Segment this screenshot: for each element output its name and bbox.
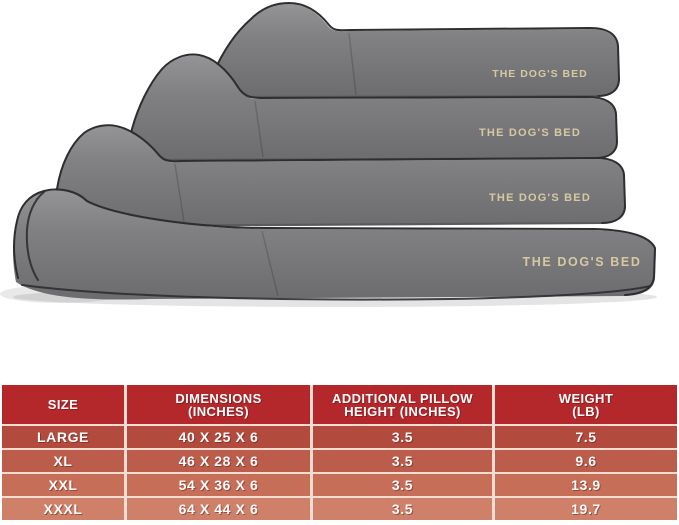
xxl-pillow-height-cell: 3.5 (313, 474, 492, 496)
xxl-dimensions-cell: 54 X 36 X 6 (127, 474, 310, 496)
xxxl-weight-cell: 19.7 (495, 498, 677, 520)
xl-weight-cell: 9.6 (495, 450, 677, 472)
xl-pillow-height-cell: 3.5 (313, 450, 492, 472)
xxxl-size-cell: XXXL (2, 498, 124, 520)
bed-stack-photo: THE DOG'S BED THE DOG'S BED THE DOG'S BE… (0, 1, 657, 307)
bed-xxxl-body (13, 190, 656, 300)
bed-xxl-body (52, 126, 625, 228)
bed-xxl-piping (53, 124, 627, 224)
bed-xxxl-arm-piping (25, 191, 45, 281)
header-cell-dimensions: DIMENSIONS (INCHES) (127, 385, 310, 424)
large-weight-cell: 7.5 (495, 426, 677, 448)
header-pillow-line1: ADDITIONAL PILLOW (332, 390, 473, 406)
bed-large-piping (208, 1, 621, 97)
header-cell-pillow-height: ADDITIONAL PILLOW HEIGHT (INCHES) (313, 385, 492, 424)
bed-large-seam (348, 32, 357, 96)
bed-large: THE DOG'S BED (207, 1, 621, 98)
header-cell-size: SIZE (2, 385, 124, 424)
size-spec-table: SIZE DIMENSIONS (INCHES) ADDITIONAL PILL… (2, 385, 677, 520)
bed-xxxl-seam (261, 230, 279, 297)
header-pillow-line2: HEIGHT (INCHES) (344, 403, 461, 419)
xxl-weight-cell: 13.9 (495, 474, 677, 496)
header-dimensions-line1: DIMENSIONS (175, 390, 262, 406)
large-dimensions-cell: 40 X 25 X 6 (127, 426, 310, 448)
xl-size-cell: XL (2, 450, 124, 472)
xxl-size-cell: XXL (2, 474, 124, 496)
large-pillow-height-cell: 3.5 (313, 426, 492, 448)
xxxl-dimensions-cell: 64 X 44 X 6 (127, 498, 310, 520)
bed-xxxl-piping (13, 188, 657, 296)
bed-xxxl-bottom-piping (21, 284, 651, 301)
bed-xxl-seam (174, 163, 185, 223)
brand-embroidery-text: THE DOG'S BED (523, 255, 642, 269)
bed-xl-body (126, 55, 617, 162)
header-weight-line2: (LB) (572, 403, 600, 419)
bed-xl-seam (254, 100, 264, 158)
brand-embroidery-text: THE DOG'S BED (489, 192, 591, 204)
brand-embroidery-text: THE DOG'S BED (492, 68, 587, 80)
header-weight-line1: WEIGHT (558, 390, 614, 406)
header-size-label: SIZE (47, 397, 79, 412)
bed-large-body (207, 4, 619, 98)
header-cell-weight: WEIGHT (LB) (495, 385, 677, 424)
bed-xxxl: THE DOG'S BED (13, 188, 657, 301)
bed-xl-piping (127, 53, 619, 159)
header-dimensions-line2: (INCHES) (188, 403, 249, 419)
large-size-cell: LARGE (2, 426, 124, 448)
brand-embroidery-text: THE DOG'S BED (479, 127, 581, 139)
xxxl-pillow-height-cell: 3.5 (313, 498, 492, 520)
xl-dimensions-cell: 46 X 28 X 6 (127, 450, 310, 472)
bed-xxl: THE DOG'S BED (52, 124, 627, 228)
